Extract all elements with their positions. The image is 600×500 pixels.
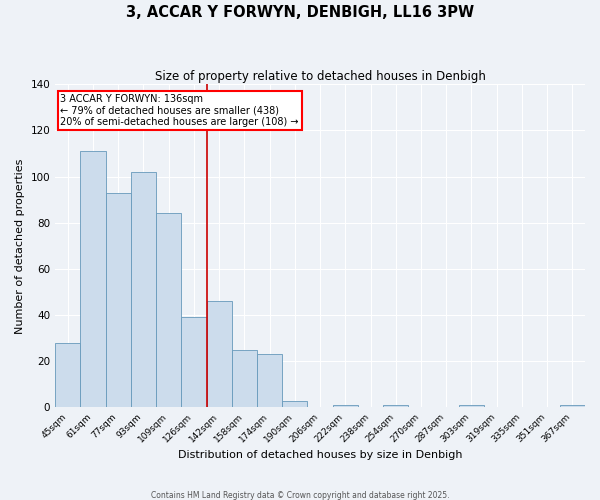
Bar bbox=[80, 151, 106, 407]
Bar bbox=[332, 405, 358, 407]
Bar bbox=[106, 192, 131, 408]
Bar bbox=[55, 343, 80, 407]
Bar bbox=[206, 302, 232, 408]
Bar bbox=[560, 405, 585, 407]
Text: 3 ACCAR Y FORWYN: 136sqm
← 79% of detached houses are smaller (438)
20% of semi-: 3 ACCAR Y FORWYN: 136sqm ← 79% of detach… bbox=[61, 94, 299, 127]
Bar bbox=[131, 172, 156, 408]
Text: 3, ACCAR Y FORWYN, DENBIGH, LL16 3PW: 3, ACCAR Y FORWYN, DENBIGH, LL16 3PW bbox=[126, 5, 474, 20]
Bar bbox=[232, 350, 257, 408]
Bar bbox=[383, 405, 409, 407]
Bar bbox=[181, 318, 206, 408]
Bar bbox=[257, 354, 282, 408]
X-axis label: Distribution of detached houses by size in Denbigh: Distribution of detached houses by size … bbox=[178, 450, 463, 460]
Bar bbox=[156, 214, 181, 408]
Y-axis label: Number of detached properties: Number of detached properties bbox=[15, 158, 25, 334]
Text: Contains HM Land Registry data © Crown copyright and database right 2025.: Contains HM Land Registry data © Crown c… bbox=[151, 490, 449, 500]
Bar bbox=[282, 400, 307, 407]
Title: Size of property relative to detached houses in Denbigh: Size of property relative to detached ho… bbox=[155, 70, 485, 83]
Bar bbox=[459, 405, 484, 407]
